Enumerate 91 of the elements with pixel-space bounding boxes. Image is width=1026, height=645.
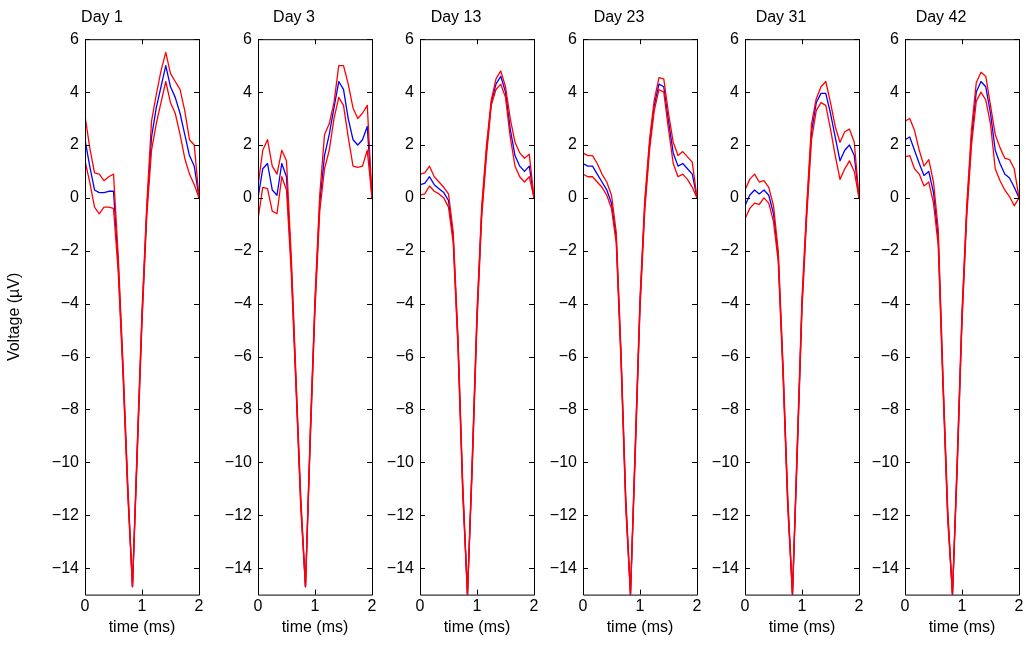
y-tick-label: −2 bbox=[233, 241, 253, 259]
chart-title: Day 42 bbox=[915, 8, 967, 26]
x-tick-label: 1 bbox=[310, 596, 320, 614]
y-tick-label: −12 bbox=[386, 505, 415, 523]
y-tick-label: −4 bbox=[720, 294, 740, 312]
y-tick-label: −6 bbox=[880, 346, 900, 364]
y-tick-label: −8 bbox=[233, 399, 253, 417]
y-tick-label: 4 bbox=[568, 82, 578, 100]
y-tick-label: 6 bbox=[890, 29, 900, 47]
chart-title: Day 23 bbox=[593, 8, 645, 26]
y-tick-label: −4 bbox=[60, 294, 80, 312]
x-axis-title: time (ms) bbox=[928, 617, 996, 635]
chart-title: Day 3 bbox=[273, 8, 315, 26]
x-tick-label: 2 bbox=[194, 596, 204, 614]
y-tick-label: 0 bbox=[568, 188, 578, 206]
y-tick-label: 6 bbox=[568, 29, 578, 47]
y-tick-label: 0 bbox=[730, 188, 740, 206]
y-tick-label: 0 bbox=[243, 188, 253, 206]
y-tick-label: −2 bbox=[60, 241, 80, 259]
y-tick-label: −14 bbox=[711, 558, 740, 576]
y-tick-label: 0 bbox=[890, 188, 900, 206]
x-tick-label: 2 bbox=[1014, 596, 1024, 614]
y-tick-label: −14 bbox=[871, 558, 900, 576]
x-axis-title: time (ms) bbox=[281, 617, 349, 635]
y-tick-label: 4 bbox=[890, 82, 900, 100]
y-tick-label: 4 bbox=[70, 82, 80, 100]
y-tick-label: −2 bbox=[558, 241, 578, 259]
x-tick-label: 1 bbox=[957, 596, 967, 614]
x-tick-label: 2 bbox=[692, 596, 702, 614]
y-tick-label: 0 bbox=[70, 188, 80, 206]
y-tick-label: −14 bbox=[51, 558, 80, 576]
y-tick-label: −14 bbox=[549, 558, 578, 576]
y-tick-label: −6 bbox=[558, 346, 578, 364]
y-tick-label: −10 bbox=[711, 452, 740, 470]
x-tick-label: 2 bbox=[854, 596, 864, 614]
y-tick-label: −12 bbox=[51, 505, 80, 523]
x-tick-label: 1 bbox=[797, 596, 807, 614]
x-tick-label: 2 bbox=[529, 596, 539, 614]
y-tick-label: −4 bbox=[233, 294, 253, 312]
y-tick-label: −8 bbox=[60, 399, 80, 417]
y-tick-label: −12 bbox=[549, 505, 578, 523]
x-axis-title: time (ms) bbox=[443, 617, 511, 635]
x-tick-label: 1 bbox=[635, 596, 645, 614]
y-tick-label: −10 bbox=[51, 452, 80, 470]
y-tick-label: 4 bbox=[405, 82, 415, 100]
y-tick-label: −4 bbox=[558, 294, 578, 312]
y-axis-title: Voltage (µV) bbox=[5, 272, 23, 362]
y-tick-label: −10 bbox=[871, 452, 900, 470]
y-tick-label: −8 bbox=[395, 399, 415, 417]
y-tick-label: −2 bbox=[880, 241, 900, 259]
y-tick-label: 2 bbox=[890, 135, 900, 153]
y-tick-label: 6 bbox=[730, 29, 740, 47]
x-tick-label: 2 bbox=[367, 596, 377, 614]
chart-title: Day 1 bbox=[81, 8, 123, 26]
x-axis-title: time (ms) bbox=[108, 617, 176, 635]
y-tick-label: 4 bbox=[730, 82, 740, 100]
x-axis-title: time (ms) bbox=[606, 617, 674, 635]
y-tick-label: 6 bbox=[243, 29, 253, 47]
x-tick-label: 1 bbox=[472, 596, 482, 614]
y-tick-label: −8 bbox=[558, 399, 578, 417]
y-tick-label: 0 bbox=[405, 188, 415, 206]
y-tick-label: −12 bbox=[711, 505, 740, 523]
chart-title: Day 31 bbox=[755, 8, 807, 26]
chart-title: Day 13 bbox=[430, 8, 482, 26]
y-tick-label: −4 bbox=[395, 294, 415, 312]
y-tick-label: 2 bbox=[405, 135, 415, 153]
y-tick-label: −2 bbox=[720, 241, 740, 259]
y-tick-label: −10 bbox=[549, 452, 578, 470]
y-tick-label: −10 bbox=[386, 452, 415, 470]
y-tick-label: −6 bbox=[395, 346, 415, 364]
y-tick-label: 6 bbox=[405, 29, 415, 47]
y-tick-label: 2 bbox=[70, 135, 80, 153]
x-tick-label: 1 bbox=[137, 596, 147, 614]
y-tick-label: −6 bbox=[60, 346, 80, 364]
y-tick-label: −10 bbox=[224, 452, 253, 470]
y-tick-label: −2 bbox=[395, 241, 415, 259]
x-axis-title: time (ms) bbox=[768, 617, 836, 635]
y-tick-label: −14 bbox=[386, 558, 415, 576]
y-tick-label: 2 bbox=[243, 135, 253, 153]
y-tick-label: −14 bbox=[224, 558, 253, 576]
y-tick-label: 2 bbox=[568, 135, 578, 153]
y-tick-label: 4 bbox=[243, 82, 253, 100]
y-tick-label: −6 bbox=[720, 346, 740, 364]
y-tick-label: −6 bbox=[233, 346, 253, 364]
y-tick-label: −8 bbox=[720, 399, 740, 417]
y-tick-label: 2 bbox=[730, 135, 740, 153]
y-tick-label: −12 bbox=[224, 505, 253, 523]
y-tick-label: −12 bbox=[871, 505, 900, 523]
y-tick-label: −8 bbox=[880, 399, 900, 417]
y-tick-label: 6 bbox=[70, 29, 80, 47]
y-tick-label: −4 bbox=[880, 294, 900, 312]
